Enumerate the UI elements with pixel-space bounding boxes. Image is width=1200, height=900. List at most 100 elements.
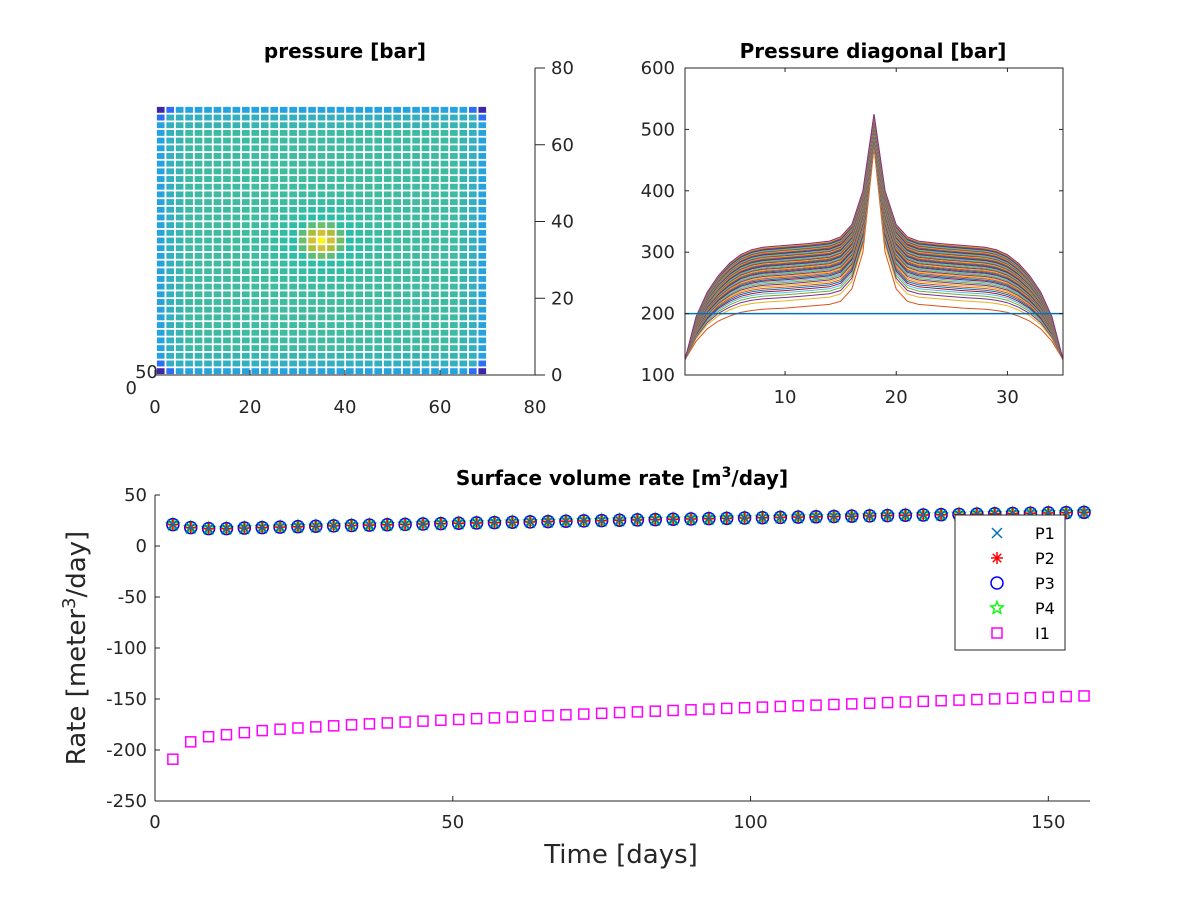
heatmap-cell bbox=[175, 153, 184, 159]
rate-marker-p1 bbox=[399, 518, 411, 530]
heatmap-cell bbox=[242, 245, 250, 252]
heatmap-cell bbox=[242, 283, 250, 290]
heatmap-cell bbox=[412, 368, 420, 375]
heatmap-cell bbox=[478, 283, 487, 290]
heatmap-cell bbox=[431, 299, 439, 305]
heatmap-cell bbox=[213, 145, 222, 152]
heatmap-cell bbox=[346, 106, 354, 113]
heatmap-cell bbox=[260, 153, 269, 159]
heatmap-cell bbox=[402, 345, 411, 352]
heatmap-cell bbox=[355, 345, 364, 352]
heatmap-cell bbox=[327, 322, 335, 328]
heatmap-cell bbox=[251, 352, 260, 359]
heatmap-cell bbox=[156, 237, 165, 244]
heatmap-cell bbox=[156, 275, 165, 282]
heatmap-cell bbox=[459, 237, 468, 244]
heatmap-cell bbox=[374, 153, 383, 159]
heatmap-cell bbox=[402, 368, 411, 375]
heatmap-cell bbox=[185, 199, 193, 206]
heatmap-cell bbox=[355, 322, 364, 328]
heatmap-cell bbox=[327, 352, 335, 359]
heatmap-cell bbox=[270, 299, 279, 305]
heatmap-cell bbox=[468, 153, 477, 159]
heatmap-cell bbox=[156, 314, 165, 321]
heatmap-cell bbox=[194, 160, 203, 167]
rate-y-tick-label: -150 bbox=[106, 689, 147, 710]
diagonal-curve bbox=[685, 121, 1063, 360]
rate-marker-i1 bbox=[470, 712, 483, 725]
heatmap-cell bbox=[289, 306, 297, 313]
heatmap-cell bbox=[279, 368, 288, 375]
heatmap-cell bbox=[393, 168, 401, 175]
heatmap-cell bbox=[175, 237, 184, 244]
heatmap-cell bbox=[242, 106, 250, 113]
heatmap-cell bbox=[223, 145, 231, 152]
heatmap-cell bbox=[242, 122, 250, 129]
heatmap-cell bbox=[478, 153, 487, 159]
heatmap-cell bbox=[355, 299, 364, 305]
heatmap-cell bbox=[175, 291, 184, 298]
heatmap-cell bbox=[393, 176, 401, 182]
heatmap-cell bbox=[156, 206, 165, 213]
heatmap-cell bbox=[251, 275, 260, 282]
heatmap-cell bbox=[308, 345, 316, 352]
heatmap-cell bbox=[336, 222, 345, 229]
heatmap-cell bbox=[279, 160, 288, 167]
heatmap-cell bbox=[374, 222, 383, 229]
heatmap-cell bbox=[317, 368, 326, 375]
heatmap-cell bbox=[232, 229, 241, 236]
heatmap-cell bbox=[308, 329, 316, 336]
heatmap-cell bbox=[383, 137, 392, 144]
heatmap-cell bbox=[478, 183, 487, 190]
heatmap-cell bbox=[308, 360, 316, 367]
heatmap-cell bbox=[478, 291, 487, 298]
heatmap-cell bbox=[393, 245, 401, 252]
heatmap-cell bbox=[308, 153, 316, 159]
diagonal-curve bbox=[685, 129, 1063, 360]
heatmap-cell bbox=[223, 237, 231, 244]
heatmap-cell bbox=[374, 275, 383, 282]
heatmap-cell bbox=[421, 345, 430, 352]
heatmap-cell bbox=[336, 268, 345, 275]
heatmap-cell bbox=[213, 129, 222, 136]
heatmap-cell bbox=[412, 160, 420, 167]
heatmap-cell bbox=[260, 291, 269, 298]
heatmap-cell bbox=[298, 129, 307, 136]
heatmap-cell bbox=[242, 129, 250, 136]
rate-marker-i1 bbox=[899, 696, 912, 708]
heatmap-cell bbox=[289, 214, 297, 221]
heatmap-cell bbox=[336, 368, 345, 375]
heatmap-cell bbox=[260, 352, 269, 359]
heatmap-cell bbox=[279, 260, 288, 267]
heatmap-cell bbox=[289, 199, 297, 206]
heatmap-cell bbox=[251, 345, 260, 352]
heatmap-cell bbox=[251, 199, 260, 206]
heatmap-cell bbox=[355, 145, 364, 152]
heatmap-cell bbox=[242, 214, 250, 221]
diagonal-curve bbox=[685, 131, 1063, 360]
heatmap-cell bbox=[204, 129, 212, 136]
diagonal-y-tick-label: 200 bbox=[641, 304, 675, 325]
heatmap-cell bbox=[166, 206, 175, 213]
heatmap-cell bbox=[185, 352, 193, 359]
heatmap-cell bbox=[346, 191, 354, 198]
heatmap-cell bbox=[175, 122, 184, 129]
heatmap-cell bbox=[383, 337, 392, 344]
heatmap-cell bbox=[346, 345, 354, 352]
heatmap-cell bbox=[251, 360, 260, 367]
heatmap-cell bbox=[279, 183, 288, 190]
heatmap-cell bbox=[194, 260, 203, 267]
heatmap-cell bbox=[298, 291, 307, 298]
heatmap-cell bbox=[270, 360, 279, 367]
heatmap-cell bbox=[270, 137, 279, 144]
heatmap-cell bbox=[317, 222, 326, 229]
heatmap-cell bbox=[289, 122, 297, 129]
heatmap-cell bbox=[166, 199, 175, 206]
heatmap-cell bbox=[194, 145, 203, 152]
heatmap-cell bbox=[440, 345, 449, 352]
heatmap-cell bbox=[232, 114, 241, 121]
heatmap-cell bbox=[251, 322, 260, 328]
heatmap-cell bbox=[232, 199, 241, 206]
heatmap-cell bbox=[289, 153, 297, 159]
heatmap-cell bbox=[374, 329, 383, 336]
